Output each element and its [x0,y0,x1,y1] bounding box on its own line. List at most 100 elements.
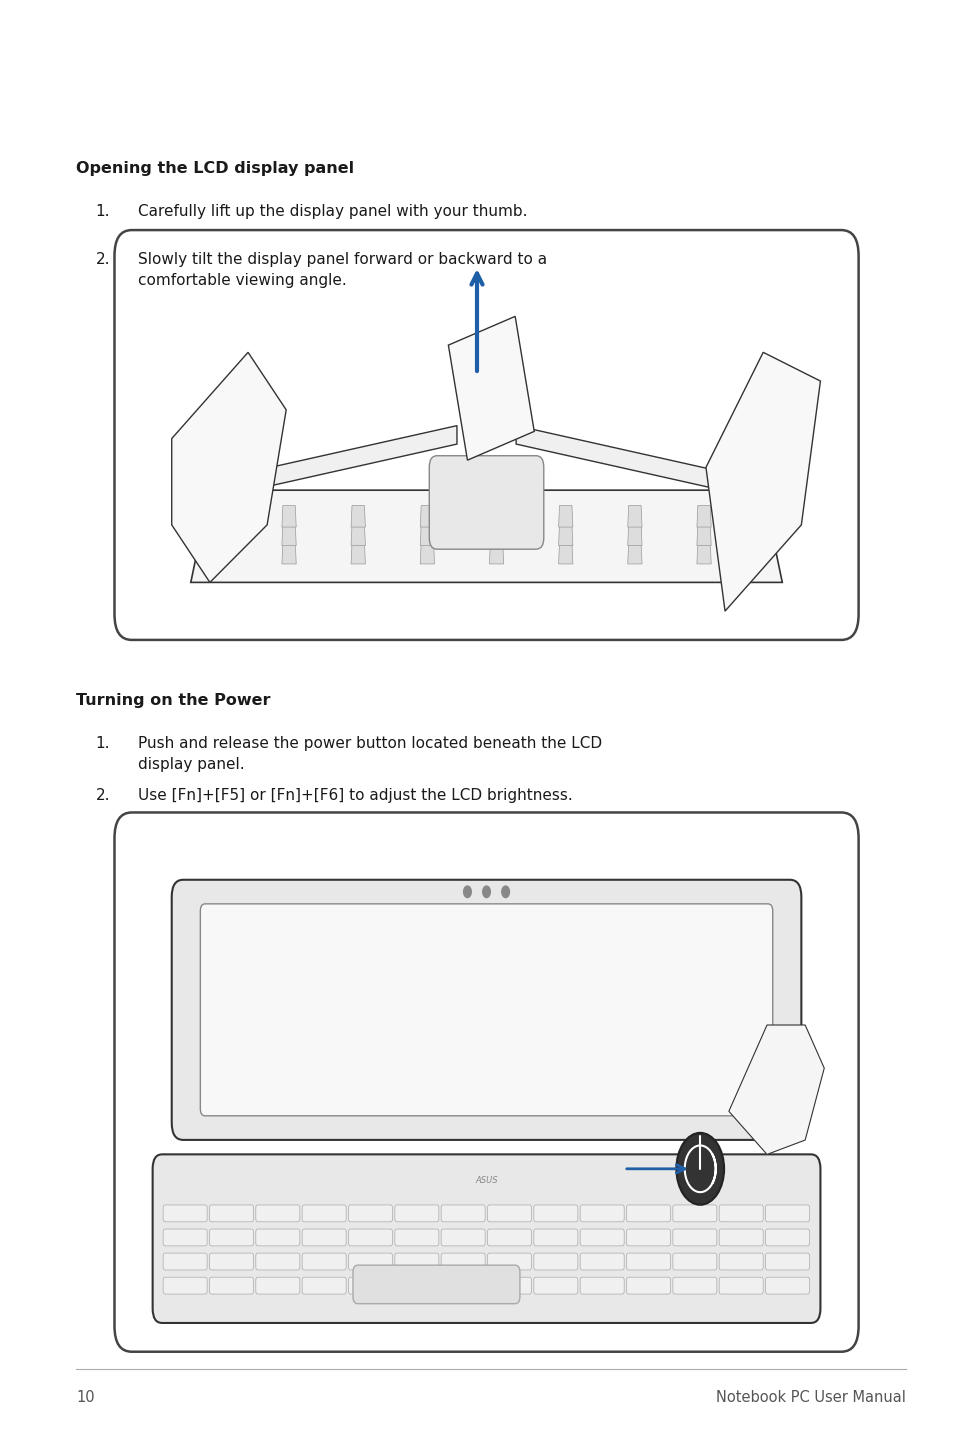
Polygon shape [696,542,710,564]
FancyBboxPatch shape [210,1229,253,1245]
Text: Opening the LCD display panel: Opening the LCD display panel [76,161,355,175]
FancyBboxPatch shape [440,1252,485,1270]
Polygon shape [351,542,365,564]
FancyBboxPatch shape [152,1155,820,1323]
Text: 10: 10 [76,1391,95,1405]
Polygon shape [213,523,227,545]
Text: 1.: 1. [95,736,110,751]
Polygon shape [489,523,503,545]
FancyBboxPatch shape [163,1205,207,1222]
Polygon shape [191,490,781,582]
Text: ASUS: ASUS [475,1176,497,1185]
Text: 1.: 1. [95,204,110,219]
FancyBboxPatch shape [210,1205,253,1222]
FancyBboxPatch shape [764,1229,809,1245]
Text: 2.: 2. [95,788,110,802]
FancyBboxPatch shape [719,1205,762,1222]
FancyBboxPatch shape [114,812,858,1352]
Polygon shape [516,426,762,499]
FancyBboxPatch shape [210,1252,253,1270]
FancyBboxPatch shape [172,880,801,1140]
FancyBboxPatch shape [353,1265,519,1304]
Polygon shape [419,506,435,528]
Polygon shape [489,542,503,564]
FancyBboxPatch shape [487,1277,531,1294]
FancyBboxPatch shape [302,1252,346,1270]
FancyBboxPatch shape [672,1252,716,1270]
FancyBboxPatch shape [210,1277,253,1294]
FancyBboxPatch shape [163,1277,207,1294]
FancyBboxPatch shape [395,1229,438,1245]
Polygon shape [696,506,710,528]
Polygon shape [558,506,572,528]
FancyBboxPatch shape [534,1205,578,1222]
FancyBboxPatch shape [395,1205,438,1222]
Polygon shape [627,506,641,528]
FancyBboxPatch shape [764,1252,809,1270]
FancyBboxPatch shape [200,905,772,1116]
Polygon shape [172,352,286,582]
FancyBboxPatch shape [579,1229,623,1245]
FancyBboxPatch shape [302,1229,346,1245]
FancyBboxPatch shape [395,1277,438,1294]
FancyBboxPatch shape [163,1229,207,1245]
Text: Use [Fn]+[F5] or [Fn]+[F6] to adjust the LCD brightness.: Use [Fn]+[F5] or [Fn]+[F6] to adjust the… [138,788,573,802]
FancyBboxPatch shape [719,1252,762,1270]
Polygon shape [281,542,295,564]
FancyBboxPatch shape [487,1229,531,1245]
FancyBboxPatch shape [348,1205,392,1222]
Polygon shape [696,523,710,545]
Text: Carefully lift up the display panel with your thumb.: Carefully lift up the display panel with… [138,204,527,219]
FancyBboxPatch shape [719,1277,762,1294]
FancyBboxPatch shape [114,230,858,640]
Polygon shape [213,506,227,528]
Polygon shape [281,506,295,528]
Text: Push and release the power button located beneath the LCD
display panel.: Push and release the power button locate… [138,736,602,772]
Polygon shape [351,523,365,545]
Polygon shape [489,506,503,528]
FancyBboxPatch shape [440,1277,485,1294]
FancyBboxPatch shape [440,1205,485,1222]
FancyBboxPatch shape [672,1205,716,1222]
FancyBboxPatch shape [487,1205,531,1222]
FancyBboxPatch shape [348,1252,392,1270]
Polygon shape [281,523,295,545]
FancyBboxPatch shape [255,1205,299,1222]
FancyBboxPatch shape [672,1229,716,1245]
FancyBboxPatch shape [579,1277,623,1294]
Text: Turning on the Power: Turning on the Power [76,693,271,707]
FancyBboxPatch shape [764,1277,809,1294]
FancyBboxPatch shape [440,1229,485,1245]
FancyBboxPatch shape [302,1205,346,1222]
Circle shape [676,1133,723,1205]
Text: 2.: 2. [95,252,110,266]
FancyBboxPatch shape [719,1229,762,1245]
FancyBboxPatch shape [672,1277,716,1294]
FancyBboxPatch shape [348,1229,392,1245]
FancyBboxPatch shape [534,1252,578,1270]
Text: Notebook PC User Manual: Notebook PC User Manual [716,1391,905,1405]
Polygon shape [351,506,365,528]
Polygon shape [213,542,227,564]
FancyBboxPatch shape [579,1252,623,1270]
FancyBboxPatch shape [395,1252,438,1270]
Circle shape [482,886,490,897]
FancyBboxPatch shape [764,1205,809,1222]
Polygon shape [558,542,572,564]
Polygon shape [627,542,641,564]
FancyBboxPatch shape [626,1229,670,1245]
Polygon shape [627,523,641,545]
FancyBboxPatch shape [626,1277,670,1294]
FancyBboxPatch shape [255,1277,299,1294]
Polygon shape [705,352,820,611]
FancyBboxPatch shape [255,1229,299,1245]
Circle shape [501,886,509,897]
FancyBboxPatch shape [487,1252,531,1270]
Polygon shape [448,316,534,460]
FancyBboxPatch shape [579,1205,623,1222]
FancyBboxPatch shape [163,1252,207,1270]
Polygon shape [728,1025,823,1155]
FancyBboxPatch shape [429,456,543,549]
FancyBboxPatch shape [302,1277,346,1294]
Circle shape [463,886,471,897]
